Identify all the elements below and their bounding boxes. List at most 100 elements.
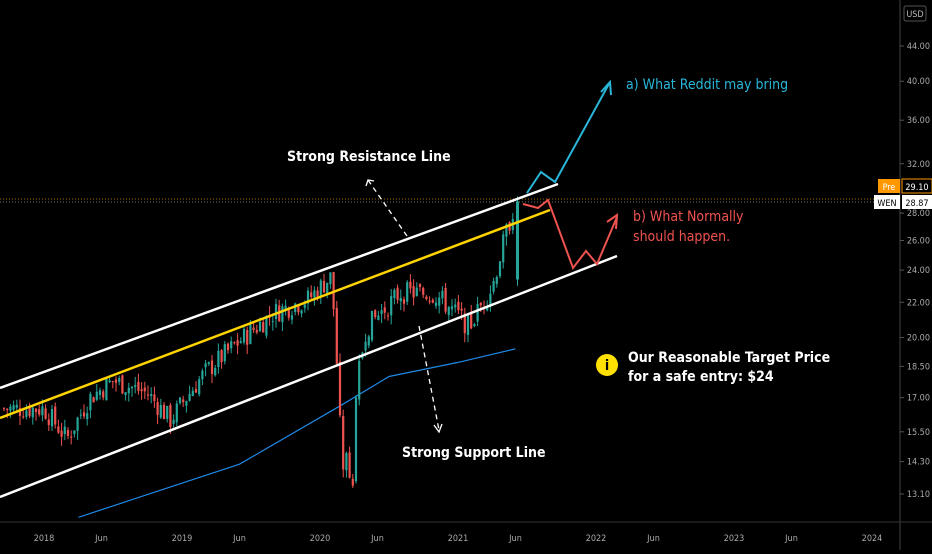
candle-down [246, 329, 249, 345]
candle-up [175, 403, 178, 423]
currency-label: USD [906, 10, 923, 20]
price-axis[interactable]: 13.10 14.30 15.50 17.00 18.50 20.00 22.00 24.00… [900, 42, 930, 500]
candle-up [505, 224, 508, 237]
candle-up [258, 322, 262, 332]
candle-down [287, 307, 290, 318]
candle-up [86, 413, 89, 420]
candle-down [6, 408, 9, 410]
candle-down [70, 436, 73, 438]
resistance-pointer-head [365, 179, 375, 187]
candle-down [194, 388, 198, 393]
pre-label-badge [878, 179, 900, 193]
candle-down [386, 315, 390, 317]
price-tick-label: 18.50 [907, 362, 930, 372]
candle-down [143, 387, 146, 392]
pre-price-badge [901, 178, 932, 194]
time-tick-label: 2021 [448, 534, 469, 544]
time-axis[interactable]: 2018 Jun 2019 Jun 2020 Jun 2021 Jun 2022 Jun 2023 J… [34, 534, 883, 544]
candle-down [396, 287, 399, 300]
candle-up [329, 272, 332, 285]
candle-up [198, 379, 201, 395]
candle-down [44, 408, 47, 419]
pre-price: 29.10 [905, 183, 928, 193]
candle-down [28, 406, 31, 417]
time-tick-label: Jun [646, 534, 660, 544]
candle-down [425, 296, 428, 300]
candle-up [370, 310, 374, 341]
candle-down [431, 299, 434, 303]
candle-up [50, 408, 54, 427]
currency-box[interactable] [903, 5, 927, 22]
candle-down [57, 426, 60, 433]
price-tick-label: 40.00 [907, 77, 930, 87]
candle-up [172, 419, 175, 424]
candle-up [214, 367, 217, 376]
candle-down [479, 302, 482, 306]
candle-down [444, 287, 447, 312]
candle-down [82, 412, 86, 417]
candle-down [402, 299, 406, 304]
candle-up [76, 417, 79, 431]
candle-up [201, 370, 204, 380]
candle-up [284, 305, 287, 309]
candle-up [390, 296, 393, 316]
svg-text:i: i [605, 358, 609, 374]
candle-up [73, 430, 76, 435]
candle-up [188, 393, 191, 401]
last-price: 28.87 [905, 199, 928, 209]
price-tick-label: 44.00 [907, 42, 930, 52]
support-channel-line [0, 254, 618, 499]
candle-down [114, 379, 118, 383]
candle-down [137, 381, 140, 391]
candle-down [92, 397, 95, 403]
candle-down [463, 313, 466, 334]
price-tick-label: 24.00 [907, 266, 930, 276]
candle-up [434, 302, 438, 306]
time-tick-label: 2024 [862, 534, 883, 544]
candle-down [409, 281, 412, 289]
target-annotation-line2: for a safe entry: $24 [628, 369, 774, 385]
candle-up [31, 407, 34, 418]
candle-down [338, 361, 342, 416]
normal-annotation-line2: should happen. [633, 229, 730, 245]
candle-up [217, 350, 220, 368]
candle-up [450, 306, 454, 310]
candle-down [310, 292, 313, 298]
candle-up [290, 315, 294, 320]
candle-down [22, 416, 25, 418]
time-tick-label: 2022 [586, 534, 607, 544]
candle-up [380, 310, 383, 315]
candle-down [140, 389, 143, 392]
candle-up [108, 380, 111, 383]
candle-up [466, 314, 470, 335]
support-label: Strong Support Line [402, 445, 546, 461]
candle-down [210, 360, 214, 375]
candle-up [127, 387, 130, 394]
candle-up [249, 325, 252, 344]
candle-up [12, 405, 15, 410]
candle-down [2, 408, 6, 410]
candle-up [498, 261, 502, 277]
price-tick-label: 20.00 [907, 334, 930, 344]
candle-up [105, 379, 108, 401]
candle-up [150, 394, 153, 397]
candle-up [230, 341, 233, 349]
price-tick-label: 28.00 [907, 209, 930, 219]
time-tick-label: Jun [94, 534, 108, 544]
candle-down [236, 340, 239, 346]
candle-down [351, 478, 354, 486]
candle-down [111, 380, 114, 382]
candle-up [399, 297, 402, 302]
candle-up [271, 320, 274, 322]
candle-up [239, 341, 242, 343]
candle-down [335, 307, 338, 364]
candle-up [15, 404, 18, 408]
candle-up [79, 414, 82, 416]
last-price-badge [902, 195, 932, 209]
ticker-badge [874, 195, 900, 209]
candle-down [262, 322, 265, 333]
candle-up [281, 306, 284, 323]
candle-up [63, 426, 66, 435]
candle-up [124, 392, 127, 396]
